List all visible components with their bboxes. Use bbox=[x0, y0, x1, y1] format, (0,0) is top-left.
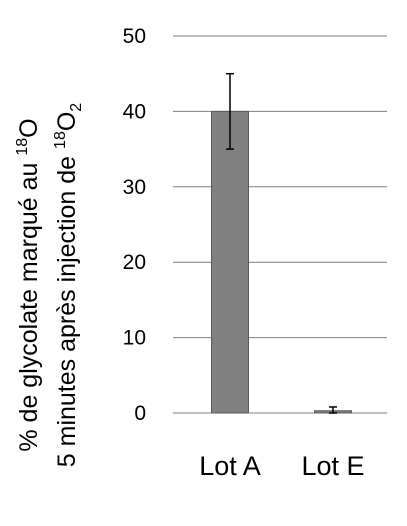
y-axis-title: % de glycolate marqué au 18O 5 minutes a… bbox=[14, 103, 85, 468]
y-axis-tick-labels: 0 10 20 30 40 50 bbox=[123, 25, 146, 425]
y-tick-label: 50 bbox=[123, 25, 146, 48]
y-tick-label: 30 bbox=[123, 176, 146, 199]
x-category-label: Lot E bbox=[301, 451, 364, 481]
y-tick-label: 0 bbox=[134, 402, 146, 425]
gridlines bbox=[173, 35, 387, 414]
x-category-label: Lot A bbox=[199, 451, 261, 481]
y-axis-title-line1: % de glycolate marqué au 18O bbox=[14, 118, 43, 451]
x-axis-category-labels: Lot A Lot E bbox=[199, 451, 364, 481]
y-tick-label: 10 bbox=[123, 327, 146, 350]
y-tick-label: 20 bbox=[123, 251, 146, 274]
bar bbox=[211, 110, 249, 414]
error-bars bbox=[226, 72, 337, 414]
y-tick-label: 40 bbox=[123, 100, 146, 123]
y-axis-title-line2: 5 minutes après injection de 18O2 bbox=[52, 103, 85, 468]
bars bbox=[211, 110, 352, 414]
